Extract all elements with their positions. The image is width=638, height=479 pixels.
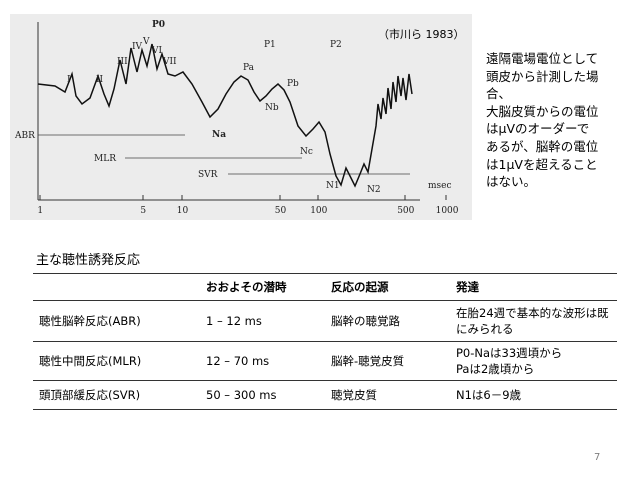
peak-label-vii: VII — [162, 57, 177, 67]
table-header-cell: 発達 — [450, 273, 617, 301]
peak-label-pb: Pb — [287, 79, 299, 89]
table-header-cell: 反応の起源 — [325, 273, 450, 301]
table-cell: 聴性脳幹反応(ABR) — [33, 300, 200, 342]
table-cell: 脳幹の聴覚路 — [325, 300, 450, 342]
x-axis-tick-label: 50 — [275, 206, 287, 216]
peak-label-v: V — [142, 37, 150, 47]
peak-label-p1: P1 — [264, 40, 276, 50]
peak-label-vi: VI — [151, 46, 162, 56]
table-cell: 50 – 300 ms — [200, 380, 325, 410]
table-header-row: おおよその潜時 反応の起源 発達 — [33, 273, 617, 301]
auditory-evoked-potential-figure: 1 5 10 50 100 500 1000 msec ABR MLR SVR P0 I I… — [10, 14, 472, 220]
peak-label-ii: II — [96, 75, 104, 85]
peak-label-iii: III — [117, 57, 128, 67]
x-axis-unit: msec — [428, 181, 452, 191]
x-axis-tick-label: 1 — [37, 206, 43, 216]
note-line: 合、 — [486, 86, 512, 102]
peak-label-p0: P0 — [152, 20, 165, 30]
table-cell: 頭頂部緩反応(SVR) — [33, 380, 200, 410]
table-cell: 聴覚皮質 — [325, 380, 450, 410]
peak-label-pa: Pa — [243, 63, 255, 73]
table-header-cell: おおよその潜時 — [200, 273, 325, 301]
peak-label-n2: N2 — [367, 185, 381, 195]
table-cell: 在胎24週で基本的な波形は既にみられる — [450, 300, 617, 342]
mlr-label: MLR — [94, 154, 116, 164]
table-row: 頭頂部緩反応(SVR) 50 – 300 ms 聴覚皮質 N1は6－9歳 — [33, 380, 617, 410]
peak-label-nb: Nb — [265, 103, 279, 113]
table-cell: P0-Naは33週頃から Paは2歳頃から — [450, 341, 617, 381]
note-line: は1μVを超えること — [486, 156, 598, 172]
evoked-response-table: おおよその潜時 反応の起源 発達 聴性脳幹反応(ABR) 1 – 12 ms 脳… — [33, 273, 617, 410]
note-line: 遠隔電場電位として — [486, 51, 599, 66]
page-number: 7 — [594, 452, 601, 463]
waveform-trace — [37, 43, 413, 188]
peak-label-n1: N1 — [326, 181, 340, 191]
peak-label-iv: IV — [132, 42, 143, 52]
figure-background — [10, 14, 472, 220]
table-cell: 聴性中間反応(MLR) — [33, 341, 200, 381]
x-axis-tick-label: 500 — [397, 206, 414, 216]
waveform-plot: 1 5 10 50 100 500 1000 msec ABR MLR SVR P0 I I… — [10, 14, 472, 220]
citation: （市川ら 1983） — [378, 28, 465, 41]
peak-label-p2: P2 — [330, 40, 342, 50]
table-cell: N1は6－9歳 — [450, 380, 617, 410]
table-cell: 12 – 70 ms — [200, 341, 325, 381]
note-line: 頭皮から計測した場 — [486, 68, 599, 84]
table-cell: 脳幹-聴覚皮質 — [325, 341, 450, 381]
x-axis-tick-label: 10 — [177, 206, 189, 216]
note-line: はμVのオーダーで — [486, 121, 590, 137]
peak-label-nc: Nc — [300, 147, 313, 157]
svr-label: SVR — [198, 170, 218, 180]
x-axis-ticks — [39, 195, 447, 200]
x-axis-tick-label: 1000 — [436, 206, 459, 216]
x-axis-tick-labels: 1 5 10 50 100 500 1000 — [37, 206, 458, 216]
table-row: 聴性中間反応(MLR) 12 – 70 ms 脳幹-聴覚皮質 P0-Naは33週… — [33, 341, 617, 381]
peak-label-i: I — [67, 75, 71, 85]
note-line: あるが、脳幹の電位 — [486, 138, 599, 154]
note-line: 大脳皮質からの電位 — [486, 103, 599, 119]
table-header-cell — [33, 273, 200, 301]
section-title: 主な聴性誘発反応 — [36, 253, 141, 268]
abr-label: ABR — [14, 131, 35, 141]
x-axis-tick-label: 5 — [140, 206, 146, 216]
x-axis-tick-label: 100 — [310, 206, 327, 216]
table-row: 聴性脳幹反応(ABR) 1 – 12 ms 脳幹の聴覚路 在胎24週で基本的な波… — [33, 300, 617, 342]
note-line: はない。 — [486, 174, 537, 190]
peak-label-na: Na — [212, 130, 226, 140]
table-cell: 1 – 12 ms — [200, 300, 325, 342]
note-text: 遠隔電場電位として 頭皮から計測した場 合、 大脳皮質からの電位 はμVのオーダ… — [486, 50, 626, 191]
